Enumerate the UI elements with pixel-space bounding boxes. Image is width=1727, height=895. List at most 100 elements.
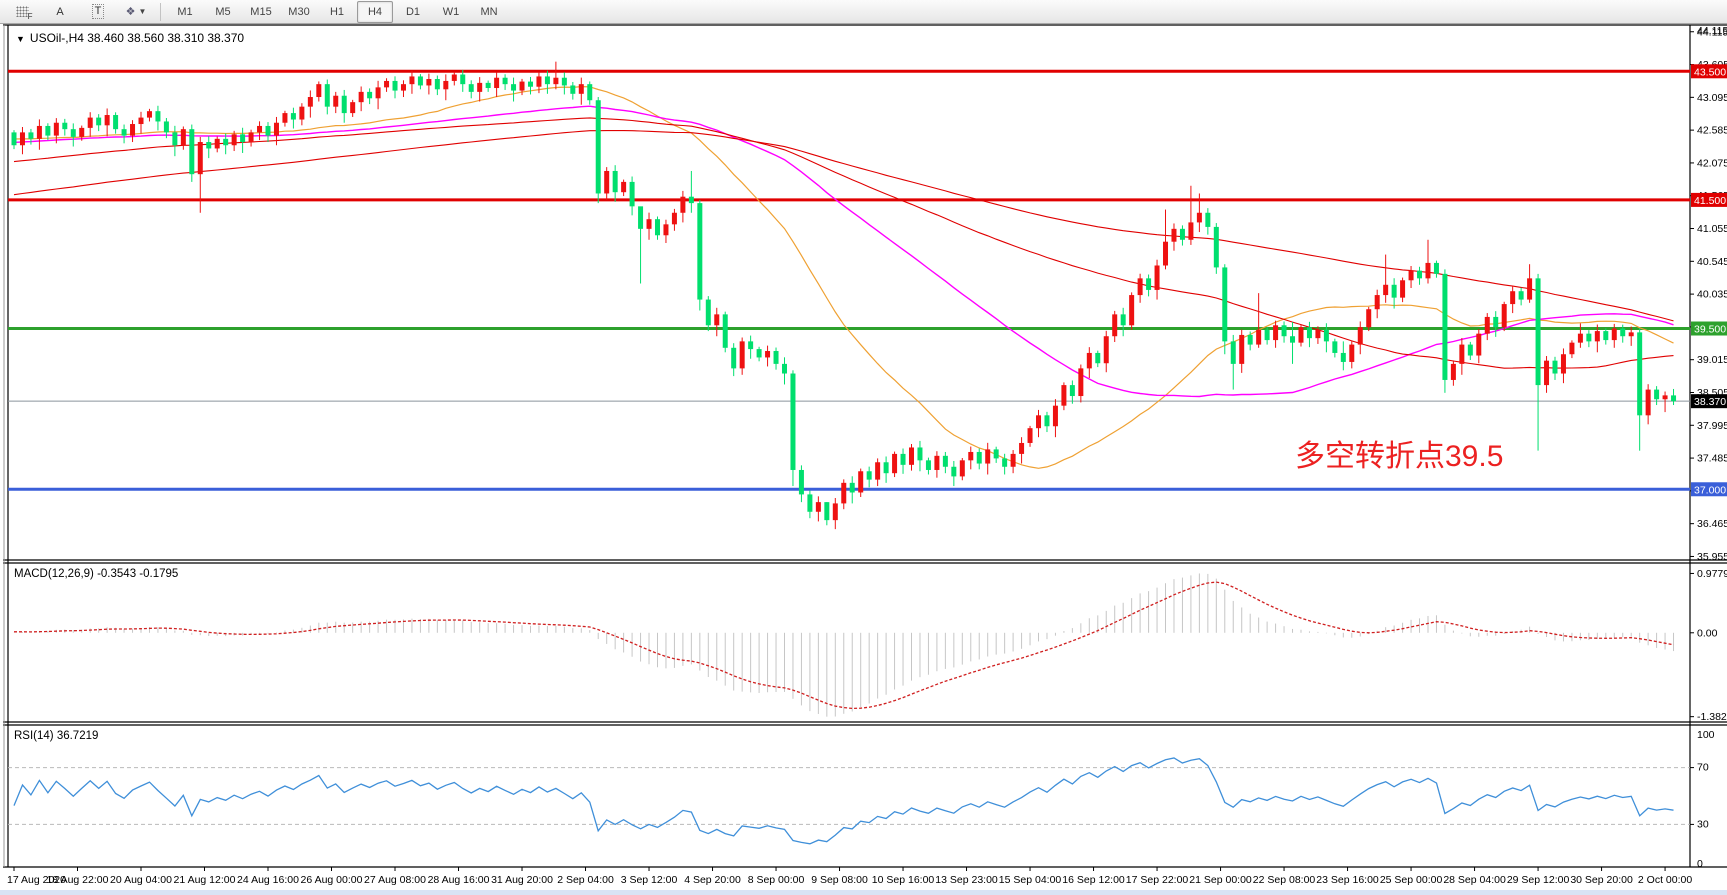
- timeframe-mn[interactable]: MN: [480, 5, 498, 18]
- candle: [1467, 344, 1473, 356]
- candle: [180, 129, 186, 146]
- candle: [333, 95, 339, 107]
- candle: [1213, 226, 1219, 268]
- candle: [1484, 316, 1490, 334]
- candle: [350, 102, 356, 114]
- candle: [231, 134, 237, 146]
- candle: [1569, 342, 1575, 355]
- panel-borders: [3, 24, 1727, 868]
- timeframe-m15[interactable]: M15: [250, 5, 272, 18]
- candle: [1239, 334, 1245, 364]
- svg-text:37.995: 37.995: [1697, 420, 1727, 432]
- candle: [1061, 385, 1067, 406]
- candle: [663, 224, 669, 236]
- candle: [671, 212, 677, 225]
- candle: [240, 134, 246, 143]
- svg-text:29 Sep 12:00: 29 Sep 12:00: [1507, 874, 1570, 886]
- candle: [36, 125, 42, 139]
- svg-text:0.9779: 0.9779: [1697, 568, 1727, 580]
- text-tool-button[interactable]: T: [80, 1, 116, 23]
- svg-text:39.500: 39.500: [1694, 324, 1726, 336]
- candle: [384, 80, 390, 88]
- macd-signal-line: [14, 581, 1674, 710]
- timeframe-m5[interactable]: M5: [215, 5, 231, 18]
- svg-text:42.585: 42.585: [1697, 125, 1727, 137]
- chart-grid-button[interactable]: F: [4, 1, 40, 23]
- candle: [824, 502, 830, 521]
- candle: [485, 82, 491, 89]
- candle: [172, 132, 178, 146]
- candle: [11, 132, 17, 146]
- timeframe-h1[interactable]: H1: [329, 5, 345, 18]
- candle: [815, 502, 821, 512]
- candle: [925, 460, 931, 470]
- candle: [536, 76, 542, 87]
- candle: [79, 127, 85, 137]
- candle: [909, 447, 915, 465]
- candle: [451, 74, 457, 81]
- toolbar: F A T ❖ ▼ M1 M5 M15 M30 H1 H4 D1 W1 MN: [0, 0, 1727, 24]
- svg-text:8 Sep 00:00: 8 Sep 00:00: [748, 874, 805, 886]
- candle: [87, 117, 93, 128]
- candle: [1349, 344, 1355, 362]
- svg-text:35.955: 35.955: [1697, 551, 1727, 563]
- timeframe-w1[interactable]: W1: [442, 5, 460, 18]
- candle: [612, 170, 618, 193]
- candle: [1383, 284, 1389, 296]
- candle: [460, 74, 466, 85]
- candle: [1137, 278, 1143, 296]
- candle: [781, 363, 787, 374]
- symbol-dropdown-icon[interactable]: ▼: [16, 34, 25, 44]
- candle: [527, 81, 533, 87]
- candle: [1154, 265, 1160, 290]
- svg-text:26 Aug 00:00: 26 Aug 00:00: [301, 874, 363, 886]
- ma-medium: [13, 105, 1674, 398]
- timeframe-m30[interactable]: M30: [288, 5, 310, 18]
- candle: [1417, 270, 1423, 279]
- svg-text:28 Sep 04:00: 28 Sep 04:00: [1443, 874, 1506, 886]
- timeframe-h4[interactable]: H4: [357, 0, 393, 23]
- svg-text:25 Sep 00:00: 25 Sep 00:00: [1380, 874, 1443, 886]
- candle: [807, 494, 813, 512]
- candle: [1450, 363, 1456, 380]
- candle: [434, 79, 440, 90]
- candle: [45, 125, 51, 136]
- timeframe-m1[interactable]: M1: [177, 5, 193, 18]
- macd-indicator-label: MACD(12,26,9) -0.3543 -0.1795: [14, 568, 179, 580]
- timeframe-d1[interactable]: D1: [405, 5, 421, 18]
- shapes-button[interactable]: ❖ ▼: [118, 1, 154, 23]
- candle: [1586, 333, 1592, 342]
- price-axis[interactable]: 44.11543.60543.09542.58542.07541.56541.0…: [1690, 25, 1727, 563]
- candle: [1518, 291, 1524, 300]
- candle: [1527, 278, 1533, 300]
- candle: [70, 129, 76, 137]
- price-chart-canvas[interactable]: 44.11543.60543.09542.58542.07541.56541.0…: [0, 24, 1727, 895]
- candle: [688, 196, 694, 204]
- candle: [595, 100, 601, 194]
- candle: [1323, 329, 1329, 342]
- ma-fast: [13, 85, 1674, 469]
- text-tool-icon: T: [91, 4, 105, 19]
- svg-text:40.035: 40.035: [1697, 289, 1727, 301]
- candle: [341, 95, 347, 114]
- candle: [358, 91, 364, 103]
- font-button[interactable]: A: [42, 1, 78, 23]
- candle: [1095, 352, 1101, 364]
- window-footer-edge: [0, 890, 1727, 895]
- toolbar-separator: [160, 2, 161, 21]
- chevron-down-icon: ▼: [138, 7, 147, 16]
- candle: [375, 87, 381, 99]
- candle: [858, 471, 864, 493]
- rsi-level-lines: [8, 767, 1690, 825]
- symbol-ohlc-text: USOil-,H4 38.460 38.560 38.310 38.370: [29, 31, 245, 45]
- candle: [1510, 291, 1516, 305]
- candle: [400, 84, 406, 91]
- svg-text:38.370: 38.370: [1694, 396, 1726, 408]
- candle: [104, 115, 110, 126]
- candle: [739, 341, 745, 369]
- candle: [1273, 325, 1279, 341]
- candle: [1603, 331, 1609, 341]
- candle: [756, 349, 762, 358]
- candle: [443, 80, 449, 90]
